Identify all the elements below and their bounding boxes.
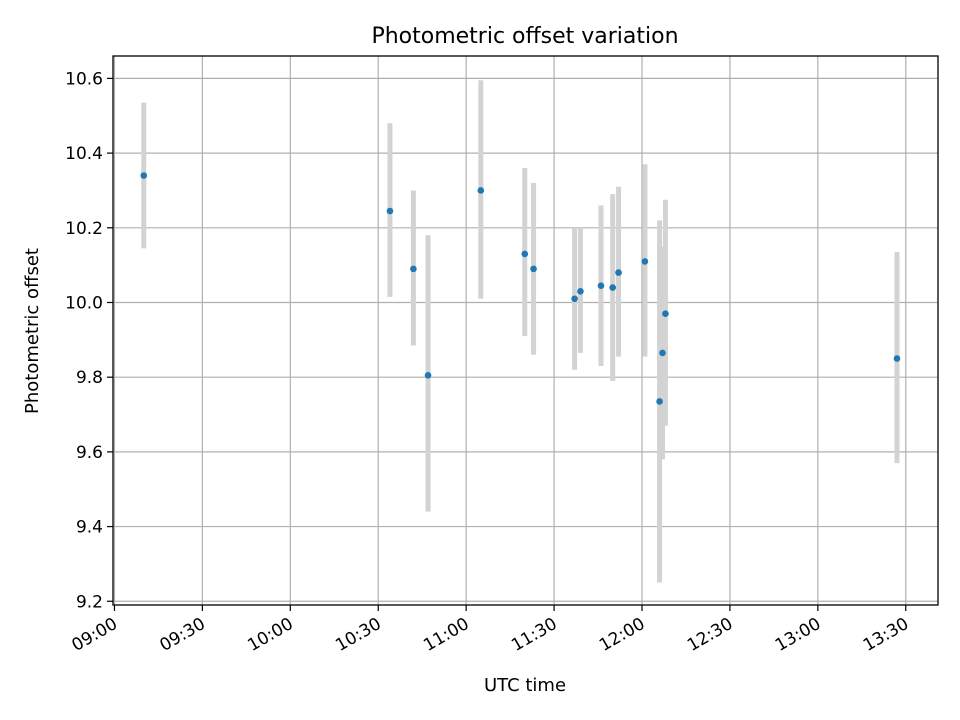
- x-axis-label: UTC time: [484, 675, 566, 696]
- y-tick-label: 10.4: [65, 144, 103, 164]
- data-point: [577, 287, 584, 295]
- data-point: [477, 187, 485, 194]
- y-tick-label: 10.2: [65, 219, 103, 239]
- data-point: [893, 355, 901, 362]
- y-tick-label: 9.6: [76, 443, 103, 463]
- data-point: [571, 295, 578, 303]
- data-point: [609, 284, 616, 291]
- plot-frame: [112, 55, 939, 606]
- y-axis-label: Photometric offset: [22, 248, 43, 414]
- y-tick-label: 10.0: [65, 293, 103, 313]
- data-point: [659, 349, 666, 357]
- data-point: [521, 250, 529, 258]
- data-point: [597, 282, 605, 289]
- y-tick-label: 9.8: [76, 368, 103, 388]
- chart-title: Photometric offset variation: [371, 24, 678, 49]
- y-tick-label: 9.2: [76, 592, 103, 612]
- data-point: [530, 265, 537, 273]
- y-axis-ticks: 9.2 9.4 9.6 9.8 10.0 10.2 10.4 10.6: [65, 69, 113, 612]
- data-point: [615, 269, 622, 276]
- data-point: [140, 172, 148, 179]
- data-point: [662, 310, 669, 317]
- data-point: [424, 372, 432, 379]
- data-point: [410, 265, 417, 273]
- data-points: [140, 172, 901, 405]
- data-point: [656, 398, 663, 405]
- y-tick-label: 9.4: [76, 518, 103, 538]
- data-point: [386, 207, 394, 215]
- data-point: [641, 258, 649, 265]
- y-tick-label: 10.6: [65, 69, 103, 89]
